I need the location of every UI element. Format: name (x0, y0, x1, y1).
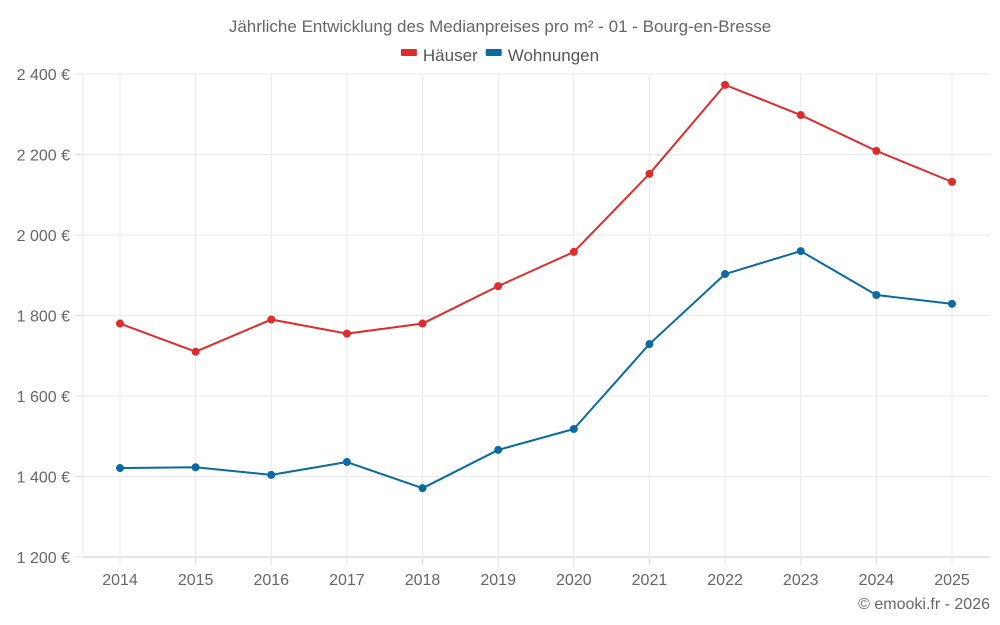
x-tick-label: 2017 (329, 572, 365, 589)
legend-label: Wohnungen (508, 46, 599, 65)
credit-text: © emooki.fr - 2026 (858, 596, 990, 613)
x-axis: 2014 2015 2016 2017 2018 2019 2020 2021 2022 2023… (102, 557, 970, 589)
data-point-wohnungen (342, 458, 351, 467)
y-tick-label: 2 200 € (17, 148, 70, 165)
grid (82, 73, 990, 558)
data-point-h-user (494, 282, 503, 291)
data-point-wohnungen (418, 484, 427, 493)
y-tick-label: 1 800 € (17, 309, 70, 326)
x-tick-label: 2014 (102, 572, 138, 589)
x-tick-label: 2019 (480, 572, 516, 589)
x-tick-label: 2023 (783, 572, 819, 589)
data-point-h-user (948, 177, 956, 186)
data-point-h-user (645, 169, 654, 178)
data-point-wohnungen (569, 425, 578, 434)
legend-item: Wohnungen (485, 46, 599, 65)
legend-label: Häuser (423, 46, 478, 65)
data-point-h-user (191, 347, 200, 356)
x-tick-label: 2021 (632, 572, 668, 589)
data-point-wohnungen (645, 340, 654, 349)
data-point-h-user (418, 319, 427, 328)
data-point-wohnungen (116, 464, 124, 473)
data-point-wohnungen (721, 270, 730, 279)
y-tick-label: 1 200 € (17, 550, 70, 567)
data-point-wohnungen (267, 470, 276, 479)
legend: Häuser Wohnungen (400, 46, 599, 65)
data-point-h-user (116, 319, 124, 328)
x-tick-label: 2018 (405, 572, 441, 589)
x-tick-label: 2015 (178, 572, 214, 589)
data-point-h-user (342, 329, 351, 338)
x-tick-label: 2024 (859, 572, 895, 589)
data-point-wohnungen (948, 299, 956, 308)
y-tick-label: 1 400 € (17, 470, 70, 487)
legend-swatch (400, 49, 417, 56)
x-tick-label: 2020 (556, 572, 592, 589)
data-point-wohnungen (494, 445, 503, 454)
series-group (116, 80, 956, 493)
y-tick-label: 2 000 € (17, 228, 70, 245)
y-axis: 1 200 € 1 400 € 1 600 € 1 800 € 2 000 € 2 200… (17, 67, 83, 567)
data-point-wohnungen (191, 463, 200, 472)
series-line-wohnungen (119, 250, 953, 490)
data-point-h-user (267, 315, 276, 324)
x-tick-label: 2016 (253, 572, 289, 589)
data-point-h-user (872, 146, 881, 155)
y-tick-label: 1 600 € (17, 389, 70, 406)
y-tick-label: 2 400 € (17, 67, 70, 84)
legend-item: Häuser (400, 46, 478, 65)
x-tick-label: 2022 (707, 572, 743, 589)
chart-title: Jährliche Entwicklung des Medianpreises … (229, 17, 771, 36)
data-point-h-user (569, 247, 578, 256)
series-line-h-user (119, 83, 953, 353)
legend-swatch (485, 49, 502, 56)
data-point-wohnungen (796, 247, 805, 256)
data-point-h-user (721, 80, 730, 89)
data-point-h-user (796, 111, 805, 120)
data-point-wohnungen (872, 290, 881, 299)
x-tick-label: 2025 (934, 572, 970, 589)
